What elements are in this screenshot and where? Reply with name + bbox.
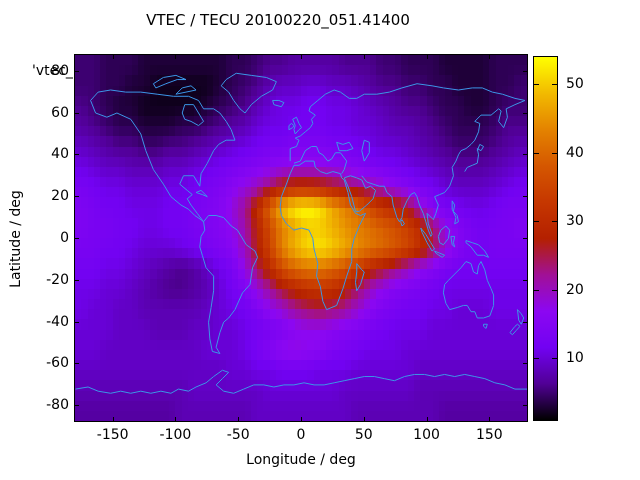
y-tick-label: 0 [60,230,69,246]
colorbar-gradient [534,57,557,420]
y-tick-label: 60 [51,104,69,121]
colorbar-border [533,56,558,421]
y-tick-label: -20 [46,271,69,288]
colorbar-tick-mark [552,358,557,359]
x-tick-label: 150 [475,427,503,443]
x-tick-label: -150 [96,427,129,443]
colorbar-tick-mark [534,290,539,291]
plot-title: VTEC / TECU 20100220_051.41400 [146,11,410,29]
y-tick-label: -80 [46,397,69,414]
colorbar-tick-mark [534,84,539,85]
y-tick-label: 20 [51,188,69,205]
colorbar-tick-mark [534,153,539,154]
x-tick-label: 0 [296,427,306,443]
colorbar-tick-label: 10 [566,350,584,367]
colorbar-tick-mark [552,221,557,222]
x-tick-label: 100 [413,427,440,443]
colorbar-tick-mark [552,153,557,154]
colorbar-tick-mark [534,221,539,222]
colorbar-tick-label: 50 [566,76,584,93]
key-label: 'vtec_ [32,63,73,79]
y-tick-label: -40 [46,313,69,330]
y-tick-label: 40 [51,146,69,163]
plot-border [74,54,528,422]
colorbar-tick-label: 20 [566,281,584,298]
y-tick-label: -60 [46,355,69,372]
x-tick-label: -100 [159,427,192,443]
colorbar-tick-label: 30 [566,213,584,230]
y-axis-label: Latitude / deg [8,190,24,288]
colorbar-tick-mark [534,358,539,359]
colorbar-tick-label: 40 [566,144,584,161]
colorbar-tick-mark [552,290,557,291]
x-tick-label: -50 [226,427,250,443]
y-tick-label: 80 [51,62,69,79]
x-axis-label: Longitude / deg [246,452,356,468]
x-tick-label: 50 [354,427,373,443]
heatmap-canvas [75,55,527,421]
colorbar-tick-mark [552,84,557,85]
